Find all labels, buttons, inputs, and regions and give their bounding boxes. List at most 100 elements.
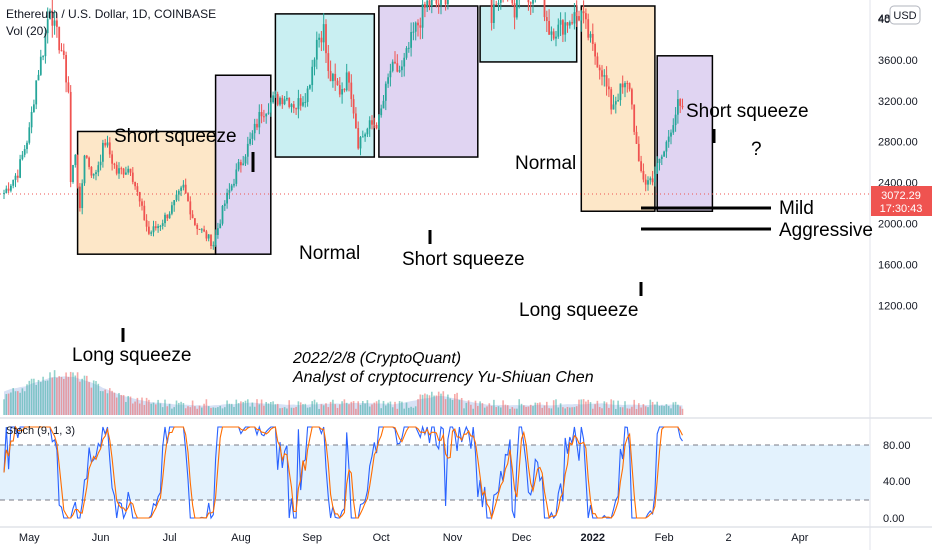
volume-bar [141, 397, 143, 415]
volume-bar [647, 407, 649, 415]
volume-bar [431, 391, 433, 415]
candle-body [85, 155, 88, 158]
candle-body [527, 0, 530, 3]
price-tick-3200: 3200.00 [878, 96, 918, 108]
volume-bar [638, 403, 640, 415]
volume-bar [585, 401, 587, 415]
volume-bar [295, 406, 297, 415]
volume-bar [166, 406, 169, 415]
volume-bar [115, 397, 118, 415]
volume-bar [621, 407, 624, 415]
box-3 [378, 5, 479, 158]
candle-body [352, 99, 355, 114]
candle-body [37, 74, 40, 81]
candle-body [642, 170, 645, 180]
volume-bar [628, 408, 631, 415]
candle-body [419, 25, 422, 28]
volume-bar [104, 389, 106, 415]
volume-bar [421, 394, 424, 415]
volume-bar [368, 406, 371, 415]
volume-bar [488, 403, 491, 415]
candle-body [401, 66, 403, 71]
candle-body [53, 20, 56, 26]
candle-body [614, 101, 617, 105]
volume-bar [316, 402, 318, 415]
volume-bar [214, 407, 217, 415]
volume-bar [380, 408, 382, 415]
candle-body [658, 158, 661, 164]
stoch-indicator-label[interactable]: Stoch (9, 1, 3) [6, 425, 75, 437]
volume-bar [253, 406, 256, 415]
volume-bar [619, 407, 622, 415]
volume-bar [366, 400, 369, 415]
volume-bar [336, 407, 339, 415]
volume-bar [642, 404, 645, 415]
candle-body [5, 188, 8, 193]
candle-body [405, 48, 408, 58]
candle-body [58, 26, 61, 51]
volume-bar [633, 399, 635, 415]
volume-bar [341, 401, 343, 415]
candle-body [341, 89, 343, 95]
candle-body [348, 72, 350, 83]
volume-bar [605, 402, 608, 415]
candle-body [444, 0, 447, 5]
volume-bar [598, 407, 601, 415]
volume-bar [408, 407, 410, 415]
candle-body [587, 19, 590, 38]
volume-bar [173, 407, 175, 415]
symbol-title[interactable]: Ethereum / U.S. Dollar, 1D, COINBASE [6, 7, 216, 21]
candle-body [219, 223, 222, 229]
candle-body [681, 105, 684, 108]
time-axis[interactable]: May Jun Jul Aug Sep Oct Nov Dec 2022 Feb 2 Apr [19, 532, 809, 544]
volume-bar [81, 378, 83, 415]
candle-body [49, 10, 51, 20]
candle-body [269, 102, 272, 113]
volume-indicator-label[interactable]: Vol (20) [6, 24, 47, 38]
volume-bar [359, 404, 362, 415]
candle-body [127, 168, 130, 173]
candle-body [136, 186, 139, 192]
candle-body [628, 83, 631, 90]
candle-body [79, 186, 81, 209]
volume-bar [601, 408, 603, 415]
volume-bar [681, 408, 684, 415]
candle-body [644, 179, 647, 185]
candle-body [56, 20, 58, 27]
candle-body [633, 104, 636, 132]
candle-body [332, 73, 334, 82]
candle-body [318, 37, 320, 40]
candle-body [548, 20, 550, 35]
volume-bar [661, 405, 663, 415]
volume-bar [152, 402, 155, 415]
candle-body [99, 161, 102, 166]
candle-body [173, 200, 176, 206]
currency-badge[interactable]: USD [889, 5, 921, 25]
volume-bar [265, 401, 267, 415]
volume-bar [76, 372, 79, 415]
candle-body [180, 187, 182, 191]
candle-body [182, 184, 185, 188]
volume-bar [608, 407, 610, 415]
volume-bar [345, 402, 348, 415]
volume-bar [403, 408, 405, 415]
volume-bar [674, 401, 677, 415]
candle-body [359, 137, 362, 149]
candle-body [674, 114, 677, 126]
candle-body [210, 234, 212, 246]
volume-bar [109, 388, 111, 415]
candlestick-series [3, 0, 684, 250]
candle-body [315, 39, 318, 60]
volume-bar [148, 399, 150, 415]
volume-bar [458, 399, 461, 415]
volume-bar [509, 408, 511, 415]
volume-bar [318, 408, 320, 415]
volume-bar [40, 382, 42, 415]
current-price-tag [871, 186, 932, 216]
candle-body [148, 226, 150, 234]
candle-body [654, 173, 656, 183]
current-price-countdown: 17:30:43 [880, 203, 923, 215]
candle-body [69, 91, 72, 182]
candle-body [258, 112, 261, 128]
